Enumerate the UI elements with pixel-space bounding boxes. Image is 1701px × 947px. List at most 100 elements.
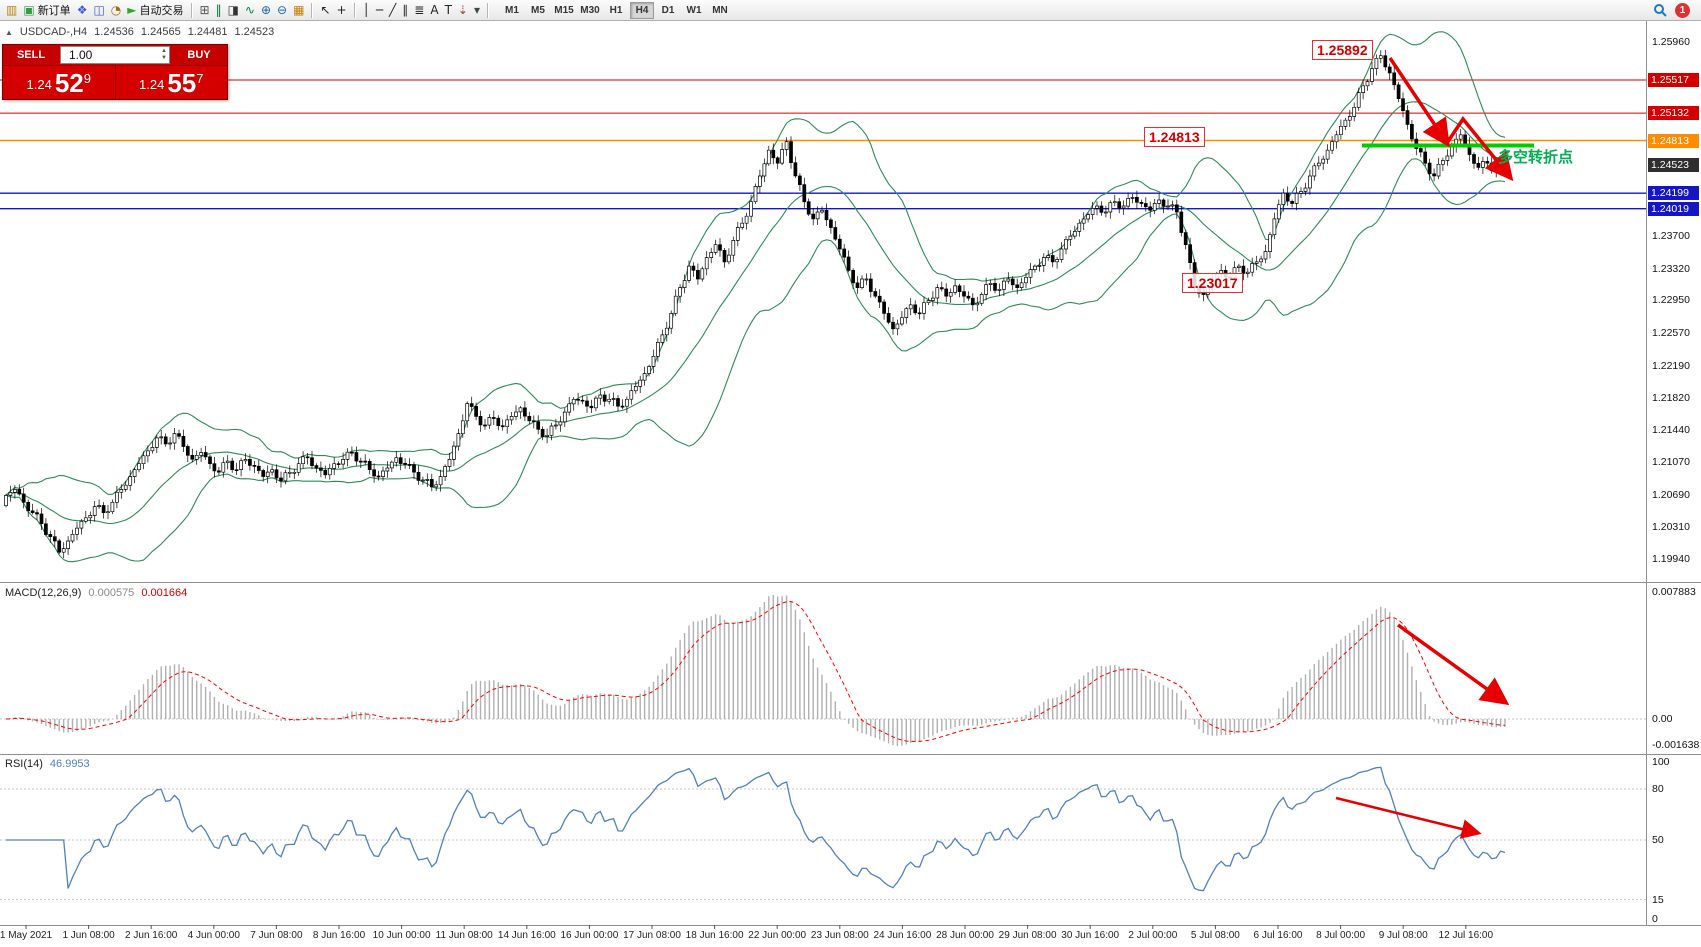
buy-button[interactable]: BUY	[171, 45, 227, 65]
timeframe-m1[interactable]: M1	[500, 2, 524, 19]
vertical-line-button[interactable]: │	[360, 1, 373, 20]
dropdown-caret-icon: ▾	[473, 2, 480, 17]
equidistant-channel-button[interactable]: ∥	[399, 1, 411, 20]
zoom-out-icon: ⊖	[277, 2, 288, 17]
fibonacci-icon: ≣	[414, 2, 425, 17]
toolbar-items: ▥ ▣ 新订单 ❖ ◫ ◔ ► 自动交易 ⊞ ‖ ◨ ∿ ⊕ ⊖ ▦ ↖ + │ ─ ╱ ∥ ≣ A T ⇣ ▾	[3, 1, 493, 20]
timeframe-w1[interactable]: W1	[682, 2, 706, 19]
macd-value-signal: 0.001664	[141, 587, 188, 599]
new-order-button-label: 新订单	[37, 4, 71, 17]
toolbar-separator	[190, 2, 193, 18]
toolbar-separator	[487, 2, 489, 18]
symbol-marker-icon: ▲	[5, 27, 13, 37]
toolbar-right: 1	[1653, 2, 1698, 18]
volume-value: 1.00	[69, 48, 93, 62]
new-order-icon: ▣	[23, 2, 35, 17]
navigator-button[interactable]: ◫	[90, 1, 107, 20]
tile-windows-icon: ▦	[293, 2, 305, 17]
auto-trading-button-label: 自动交易	[139, 4, 184, 17]
toolbar-separator	[311, 2, 314, 18]
notification-badge[interactable]: 1	[1675, 2, 1690, 18]
timeframe-m30[interactable]: M30	[578, 2, 602, 19]
crosshair-button[interactable]: +	[334, 1, 350, 20]
vertical-line-icon: │	[362, 2, 370, 17]
new-order-button[interactable]: ▣ 新订单	[20, 1, 73, 20]
macd-header: MACD(12,26,9) 0.000575 0.001664	[5, 587, 187, 599]
sell-price-prefix: 1.24	[26, 77, 52, 92]
auto-trading-button[interactable]: ► 自动交易	[124, 1, 186, 20]
candlestick-type-icon: ◨	[227, 2, 239, 17]
ohlc-low: 1.24481	[187, 26, 228, 38]
spin-up-icon[interactable]: ▲	[161, 48, 167, 54]
bar-chart-type-icon: ‖	[215, 2, 222, 17]
cursor-icon: ↖	[320, 2, 331, 17]
buy-price-prefix: 1.24	[139, 77, 165, 92]
text-tool-icon: A	[430, 2, 439, 17]
ohlc-high: 1.24565	[140, 26, 181, 38]
macd-label: MACD(12,26,9)	[5, 587, 82, 599]
buy-price-big: 55	[167, 68, 197, 98]
turning-point-text: 多空转折点	[1498, 149, 1574, 166]
terminal-icon: ◔	[110, 2, 122, 17]
text-tool-button[interactable]: A	[427, 1, 441, 20]
timeframe-h4[interactable]: H4	[630, 1, 654, 19]
timeframe-group: M1 M5 M15 M30 H1 H4 D1 W1 MN	[499, 1, 733, 19]
toolbar: ▥ ▣ 新订单 ❖ ◫ ◔ ► 自动交易 ⊞ ‖ ◨ ∿ ⊕ ⊖ ▦ ↖ + │ ─ ╱ ∥ ≣ A T ⇣ ▾ M1 M5 M15 M…	[0, 0, 1701, 21]
label-tool-button[interactable]: T	[442, 1, 455, 20]
chart-window-icon: ▥	[6, 2, 18, 17]
market-watch-button[interactable]: ❖	[74, 1, 91, 20]
crosshair-icon: +	[336, 2, 347, 17]
chart-window-button[interactable]: ▥	[3, 1, 20, 20]
buy-price-button[interactable]: 1.24 55 7	[115, 66, 227, 99]
auto-trading-icon: ►	[127, 2, 137, 17]
market-watch-icon: ❖	[76, 2, 88, 17]
timeframe-m5[interactable]: M5	[526, 2, 550, 19]
dropdown-caret-button[interactable]: ▾	[471, 1, 483, 20]
terminal-button[interactable]: ◔	[108, 1, 124, 20]
new-chart-button[interactable]: ⊞	[197, 1, 213, 20]
toolbar-separator	[353, 2, 356, 18]
symbol-info: ▲ USDCAD-,H4 1.24536 1.24565 1.24481 1.2…	[5, 26, 274, 38]
macd-value-main: 0.000575	[88, 587, 135, 599]
horizontal-line-button[interactable]: ─	[373, 1, 386, 20]
trendline-button[interactable]: ╱	[386, 1, 399, 20]
label-tool-icon: T	[444, 2, 452, 17]
ohlc-close: 1.24523	[234, 26, 275, 38]
symbol-name: USDCAD-,H4	[19, 26, 88, 38]
rsi-header: RSI(14) 46.9953	[5, 758, 90, 770]
sell-price-sup: 9	[83, 71, 91, 86]
ohlc-open: 1.24536	[94, 26, 134, 38]
rsi-value: 46.9953	[49, 758, 90, 770]
zoom-out-button[interactable]: ⊖	[274, 1, 290, 20]
timeframe-m15[interactable]: M15	[552, 2, 576, 19]
one-click-trading-panel: SELL 1.00 ▲ ▼ BUY 1.24 52 9 1.24 55 7	[2, 44, 228, 100]
line-chart-type-icon: ∿	[244, 2, 255, 17]
navigator-icon: ◫	[93, 2, 105, 17]
equidistant-channel-icon: ∥	[402, 2, 409, 17]
volume-spinner-icon[interactable]: ▲ ▼	[161, 48, 167, 62]
sell-button[interactable]: SELL	[3, 45, 59, 65]
zoom-in-button[interactable]: ⊕	[258, 1, 274, 20]
horizontal-line-icon: ─	[375, 2, 384, 17]
spin-down-icon[interactable]: ▼	[161, 55, 167, 61]
arrows-tool-icon: ⇣	[457, 2, 468, 17]
volume-stepper[interactable]: 1.00 ▲ ▼	[60, 46, 170, 64]
zoom-in-icon: ⊕	[260, 2, 272, 17]
trendline-icon: ╱	[389, 2, 397, 17]
timeframe-h1[interactable]: H1	[604, 2, 628, 19]
cursor-button[interactable]: ↖	[317, 1, 333, 20]
search-icon[interactable]	[1653, 3, 1667, 17]
sell-price-big: 52	[54, 68, 84, 98]
arrows-tool-button[interactable]: ⇣	[455, 1, 471, 20]
timeframe-d1[interactable]: D1	[656, 2, 680, 19]
line-chart-type-button[interactable]: ∿	[242, 1, 258, 20]
sell-price-button[interactable]: 1.24 52 9	[3, 66, 116, 99]
timeframe-mn[interactable]: MN	[708, 2, 732, 19]
candlestick-type-button[interactable]: ◨	[225, 1, 242, 20]
tile-windows-button[interactable]: ▦	[290, 1, 307, 20]
bar-chart-type-button[interactable]: ‖	[213, 1, 225, 20]
buy-price-sup: 7	[196, 71, 204, 86]
new-chart-icon: ⊞	[199, 2, 210, 17]
fibonacci-button[interactable]: ≣	[411, 1, 427, 20]
